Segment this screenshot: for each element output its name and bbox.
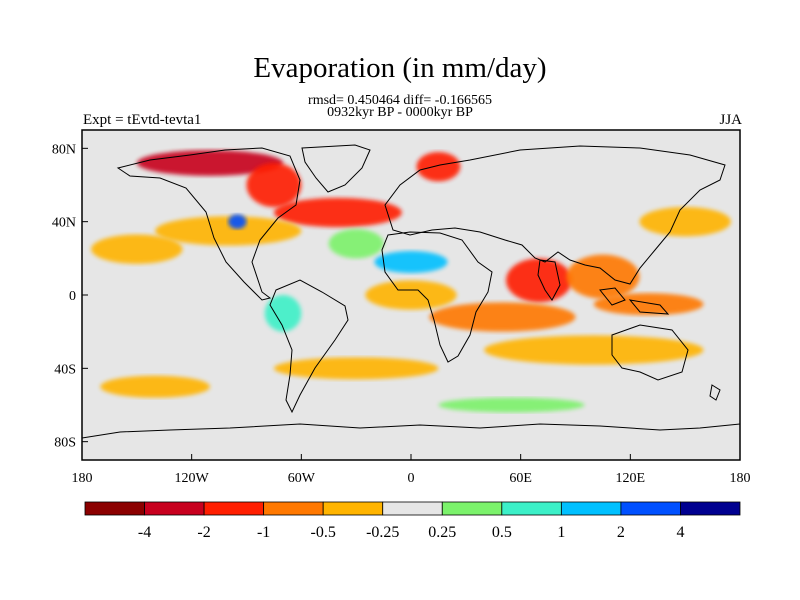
anomaly-patch [91, 234, 183, 264]
lon-tick-label: 180 [730, 471, 751, 486]
lat-tick-label: 80S [54, 436, 76, 451]
season-label: JJA [719, 112, 742, 128]
lat-tick-label: 40S [54, 362, 76, 377]
colorbar-label: -2 [197, 524, 210, 541]
colorbar-label: -4 [138, 524, 151, 541]
lon-tick-label: 60W [288, 471, 316, 486]
colorbar-swatch [620, 501, 681, 516]
lon-tick-label: 0 [408, 471, 415, 486]
colorbar-swatch [501, 501, 562, 516]
experiment-label: Expt = tEvtd-tevta1 [83, 112, 202, 128]
anomaly-patch [328, 229, 384, 259]
anomaly-patch [416, 152, 461, 182]
anomaly-patch [228, 214, 247, 230]
lon-tick-label: 180 [72, 471, 93, 486]
lon-tick-label: 120W [175, 471, 210, 486]
colorbar-swatch [263, 501, 324, 516]
colorbar-swatch [84, 501, 145, 516]
axis-ticks: 180 120W 60W 0 60E 120E 180 80N 40N 0 40S 80S [52, 142, 751, 486]
anomaly-patch [593, 293, 704, 316]
colorbar-swatch [441, 501, 503, 516]
colorbar-swatch [203, 501, 265, 516]
anomaly-patch [429, 302, 576, 332]
subtitle-rmsd: rmsd= 0.450464 diff= -0.166565 [308, 93, 492, 108]
colorbar-swatch [322, 501, 384, 516]
anomaly-patch [264, 295, 302, 332]
colorbar: -4 -2 -1 -0.5 -0.25 0.25 0.5 1 2 4 [84, 501, 741, 541]
colorbar-swatch [680, 501, 741, 516]
anomaly-patch [506, 258, 572, 303]
anomaly-patch [100, 375, 210, 398]
colorbar-label: 1 [557, 524, 565, 541]
colorbar-label: 2 [617, 524, 625, 541]
lat-tick-label: 40N [52, 216, 76, 231]
anomaly-patch [374, 251, 448, 273]
anomaly-patch [639, 207, 731, 237]
colorbar-label: 4 [676, 524, 684, 541]
anomaly-patch [566, 254, 640, 299]
anomaly-patch [273, 357, 439, 380]
anomaly-field [91, 150, 731, 413]
lon-tick-label: 60E [509, 471, 532, 486]
anomaly-patch [484, 335, 704, 365]
lon-tick-label: 120E [616, 471, 646, 486]
anomaly-patch [273, 197, 402, 228]
colorbar-swatch [560, 501, 622, 516]
subtitle-period: 0932kyr BP - 0000kyr BP [327, 105, 473, 120]
colorbar-swatch [382, 501, 443, 516]
colorbar-label: -1 [257, 524, 270, 541]
lat-tick-label: 80N [52, 142, 76, 157]
lat-tick-label: 0 [69, 289, 76, 304]
anomaly-patch [246, 163, 302, 207]
anomaly-patch [365, 280, 457, 310]
figure-title: Evaporation (in mm/day) [253, 52, 547, 84]
anomaly-patch [438, 397, 585, 413]
anomaly-patch [155, 216, 302, 246]
coastlines [82, 144, 740, 439]
colorbar-label: 0.5 [492, 524, 512, 541]
colorbar-swatch [144, 501, 205, 516]
colorbar-label: -0.5 [311, 524, 336, 541]
colorbar-label: -0.25 [366, 524, 399, 541]
colorbar-label: 0.25 [428, 524, 456, 541]
